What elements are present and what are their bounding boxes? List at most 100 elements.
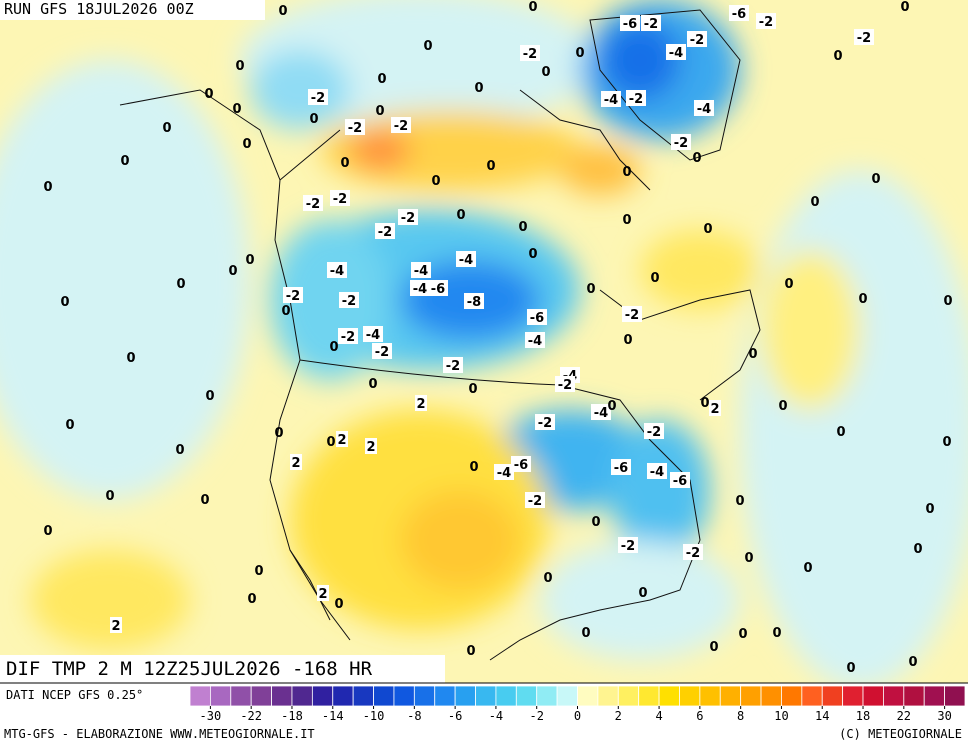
contour-label: 0 (803, 561, 812, 576)
label-box (525, 492, 545, 508)
contour-label: -2 (523, 47, 537, 62)
label-box (694, 100, 714, 116)
contour-label: 0 (900, 0, 909, 15)
label-box (398, 209, 418, 225)
contour-label: 0 (200, 493, 209, 508)
contour-label: 0 (326, 435, 335, 450)
tick-label: -22 (240, 709, 262, 723)
contour-label: 0 (833, 49, 842, 64)
contour-label: 0 (942, 435, 951, 450)
label-box (345, 119, 365, 135)
contour-label: 0 (748, 347, 757, 362)
label-box (671, 134, 691, 150)
label-box (622, 306, 642, 322)
contour-label: 0 (278, 4, 287, 19)
contour-label: 0 (836, 425, 845, 440)
color-swatch (536, 685, 558, 707)
tick-label: 6 (696, 709, 703, 723)
contour-label: -6 (732, 7, 746, 22)
label-box (620, 15, 640, 31)
contour-label: -8 (467, 295, 481, 310)
contour-label: 2 (337, 433, 346, 448)
footer-right: (C) METEOGIORNALE (839, 727, 962, 741)
contour-label: -4 (366, 328, 380, 343)
label-box (290, 454, 302, 470)
contour-label: 0 (105, 489, 114, 504)
contour-label: -2 (286, 289, 300, 304)
contour-label: 0 (735, 494, 744, 509)
color-swatch (760, 685, 782, 707)
contour-label: 0 (709, 640, 718, 655)
contour-label: -4 (330, 264, 344, 279)
label-box (415, 395, 427, 411)
contour-label: 2 (318, 587, 327, 602)
footer-left: MTG-GFS - ELABORAZIONE WWW.METEOGIORNALE… (4, 727, 315, 741)
label-box (428, 280, 448, 296)
label-box (729, 5, 749, 21)
contour-label: 0 (586, 282, 595, 297)
contour-label: -2 (558, 378, 572, 393)
tick-label: -18 (281, 709, 303, 723)
label-box (283, 287, 303, 303)
contour-label: 0 (638, 586, 647, 601)
color-bar: -30 -22 -18 -14 -10 -8 -6 -4 -2 0 2 4 6 8 10 14 18 22 30 (189, 685, 966, 723)
contour-label: -2 (528, 494, 542, 509)
label-box (709, 400, 721, 416)
tick-label: 0 (574, 709, 581, 723)
label-box (525, 332, 545, 348)
color-swatch (638, 685, 660, 707)
label-box (308, 89, 328, 105)
contour-label: 0 (120, 154, 129, 169)
label-box (666, 44, 686, 60)
color-swatch (209, 685, 232, 707)
contour-label: 2 (416, 397, 425, 412)
contour-label: 0 (469, 460, 478, 475)
color-swatch (801, 685, 823, 707)
contour-label: 0 (703, 222, 712, 237)
contour-label: -2 (759, 15, 773, 30)
contour-label: 0 (581, 626, 590, 641)
contour-label: 0 (622, 165, 631, 180)
color-swatch (719, 685, 742, 707)
contour-label: 2 (291, 456, 300, 471)
color-swatch (577, 685, 599, 707)
tick-label: -14 (322, 709, 344, 723)
contour-label: 0 (377, 72, 386, 87)
contour-label: -2 (375, 345, 389, 360)
label-box (520, 45, 540, 61)
tick-label: 10 (774, 709, 788, 723)
label-box (456, 251, 476, 267)
contour-label: -2 (401, 211, 415, 226)
contour-label: -2 (342, 294, 356, 309)
contour-label: -6 (530, 311, 544, 326)
label-box (303, 195, 323, 211)
color-swatch (271, 685, 293, 707)
color-swatch (189, 685, 211, 707)
color-swatch (454, 685, 476, 707)
color-swatch (230, 685, 252, 707)
contour-label: 0 (329, 340, 338, 355)
label-box (647, 463, 667, 479)
contour-label: -2 (333, 192, 347, 207)
contour-label: -2 (341, 330, 355, 345)
contour-label: 0 (254, 564, 263, 579)
color-swatch (597, 685, 619, 707)
contour-label: -6 (614, 461, 628, 476)
contour-label: -4 (459, 253, 473, 268)
label-box (372, 343, 392, 359)
color-swatch (821, 685, 844, 707)
contour-label: 0 (245, 253, 254, 268)
label-box (317, 585, 329, 601)
label-box (110, 617, 122, 633)
contour-label: -4 (604, 93, 618, 108)
contour-label: 0 (232, 102, 241, 117)
label-box (511, 456, 531, 472)
contour-label: 0 (871, 172, 880, 187)
contour-label: -2 (629, 92, 643, 107)
tick-label: -2 (529, 709, 543, 723)
contour-label: -2 (394, 119, 408, 134)
color-swatch (699, 685, 721, 707)
tick-label: 8 (737, 709, 744, 723)
color-swatch (740, 685, 762, 707)
